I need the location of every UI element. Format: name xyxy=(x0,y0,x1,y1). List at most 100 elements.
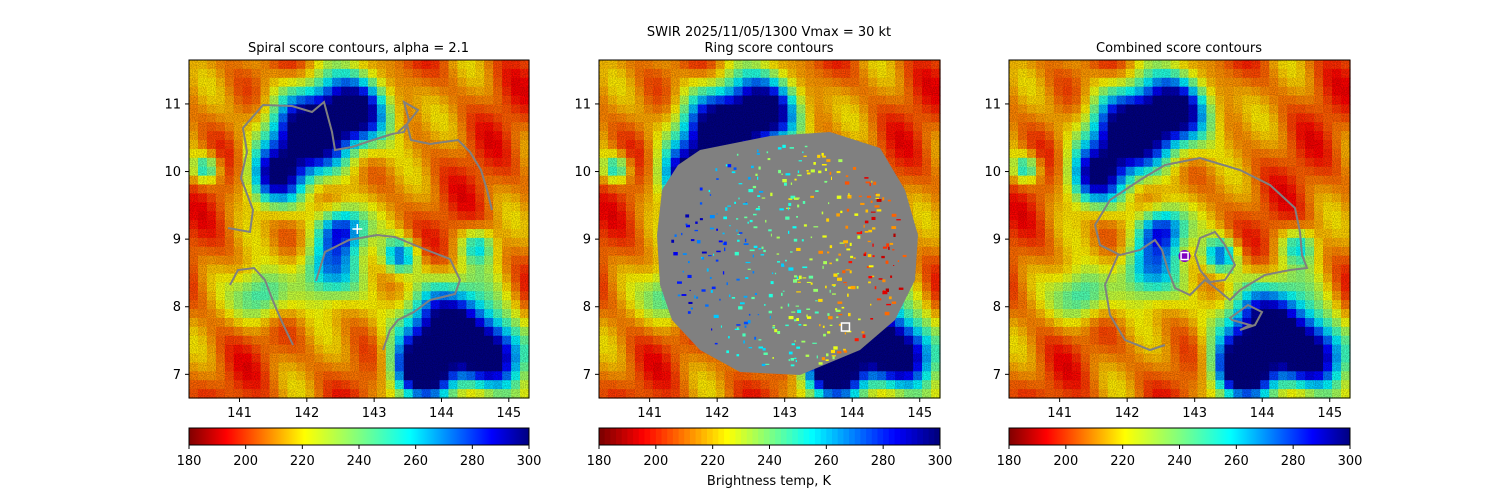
ring-speckle xyxy=(802,201,806,204)
ring-speckle xyxy=(872,243,874,247)
ring-speckle xyxy=(819,324,821,327)
ring-speckle xyxy=(850,255,854,259)
xtick-label: 144 xyxy=(1250,406,1275,421)
ring-speckle xyxy=(723,241,727,246)
ring-speckle xyxy=(785,259,787,262)
ring-speckle xyxy=(777,331,781,334)
ring-speckle xyxy=(827,331,831,334)
ring-speckle xyxy=(726,350,729,354)
colorbar-tick-label: 300 xyxy=(928,454,953,469)
ytick-label: 7 xyxy=(993,368,1001,383)
colorbar-tick-label: 260 xyxy=(1224,454,1249,469)
ring-speckle xyxy=(882,246,888,249)
colorbar-segment xyxy=(650,428,657,445)
ring-speckle xyxy=(796,276,799,280)
colorbar-segment xyxy=(661,428,668,445)
ring-speckle xyxy=(772,325,776,327)
panel-title-ring: Ring score contours xyxy=(704,41,833,56)
ring-speckle xyxy=(727,164,732,168)
colorbar-segment xyxy=(911,428,918,445)
ytick-label: 11 xyxy=(164,97,181,112)
colorbar-tick-label: 180 xyxy=(177,454,202,469)
ring-speckle xyxy=(791,311,796,313)
ring-speckle xyxy=(838,313,843,316)
ring-speckle xyxy=(795,279,800,281)
ytick-label: 7 xyxy=(583,368,591,383)
ring-speckle xyxy=(751,165,754,169)
ring-speckle xyxy=(818,250,823,254)
ring-speckle xyxy=(870,318,874,320)
ring-speckle xyxy=(862,334,866,338)
ring-speckle xyxy=(715,259,719,262)
ring-speckle xyxy=(884,311,890,316)
ring-speckle xyxy=(843,348,846,351)
ring-speckle xyxy=(729,294,731,297)
colorbar-tick-label: 280 xyxy=(460,454,485,469)
ring-speckle xyxy=(868,281,871,284)
markers-combined xyxy=(1178,250,1191,263)
ring-speckle xyxy=(888,246,890,250)
ring-speckle xyxy=(809,258,813,261)
ring-speckle xyxy=(827,313,830,316)
ring-speckle xyxy=(768,293,773,298)
ring-speckle xyxy=(794,197,799,200)
ring-speckle xyxy=(823,333,826,337)
ring-speckle xyxy=(854,338,859,342)
ring-speckle xyxy=(758,206,760,208)
ring-speckle xyxy=(716,250,721,253)
colorbar-tick-label: 300 xyxy=(517,454,542,469)
ring-speckle xyxy=(863,253,867,256)
ring-speckle xyxy=(705,304,709,307)
xtick-label: 142 xyxy=(1115,406,1140,421)
xtick-label: 141 xyxy=(637,406,662,421)
ring-speckle xyxy=(796,346,801,349)
colorbar-segment xyxy=(633,428,640,445)
ring-speckle xyxy=(745,277,749,279)
ring-speckle xyxy=(745,261,751,264)
ring-speckle xyxy=(788,202,792,206)
ytick-label: 8 xyxy=(173,300,181,315)
ring-speckle xyxy=(744,325,747,328)
ring-speckle xyxy=(789,147,794,149)
ring-speckle xyxy=(821,152,824,156)
ring-speckle xyxy=(792,226,797,229)
ring-speckle xyxy=(688,261,690,264)
ring-speckle xyxy=(731,297,736,299)
ring-speckle xyxy=(724,247,726,252)
ytick-label: 9 xyxy=(173,233,181,248)
ring-speckle xyxy=(813,288,818,292)
center-square-marker xyxy=(1180,251,1189,261)
ring-speckle xyxy=(785,324,789,327)
colorbar-tick-label: 220 xyxy=(1110,454,1135,469)
ring-speckle xyxy=(861,331,865,334)
ring-speckle xyxy=(872,227,876,230)
ring-speckle xyxy=(837,272,840,275)
ring-speckle xyxy=(868,265,874,268)
ring-speckle xyxy=(748,347,753,349)
ring-speckle xyxy=(790,195,796,199)
ring-speckle xyxy=(795,197,800,199)
ring-speckle xyxy=(794,357,797,360)
colorbar-segment xyxy=(871,428,878,445)
ring-speckle xyxy=(882,290,888,295)
ring-speckle xyxy=(864,231,869,233)
ring-speckle xyxy=(810,236,813,239)
ring-speckle xyxy=(806,308,811,310)
ring-speckle xyxy=(890,275,893,278)
ring-speckle xyxy=(782,144,786,148)
ring-speckle xyxy=(790,251,793,253)
colorbar-segment xyxy=(729,428,736,445)
xtick-label: 144 xyxy=(840,406,865,421)
ring-speckle xyxy=(831,284,836,286)
ring-speckle xyxy=(829,262,832,265)
ring-speckle xyxy=(878,278,883,280)
ring-speckle xyxy=(797,174,802,177)
ring-speckle xyxy=(736,327,739,330)
colorbar-segment xyxy=(684,428,691,445)
ring-speckle xyxy=(761,363,766,367)
colorbar-segment xyxy=(832,428,839,445)
ring-speckle xyxy=(753,245,758,248)
ring-speckle xyxy=(753,213,757,216)
